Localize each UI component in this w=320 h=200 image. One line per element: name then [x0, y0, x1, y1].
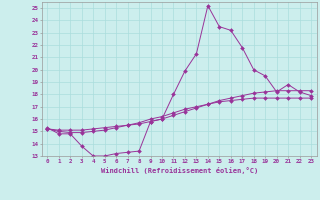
X-axis label: Windchill (Refroidissement éolien,°C): Windchill (Refroidissement éolien,°C): [100, 167, 258, 174]
